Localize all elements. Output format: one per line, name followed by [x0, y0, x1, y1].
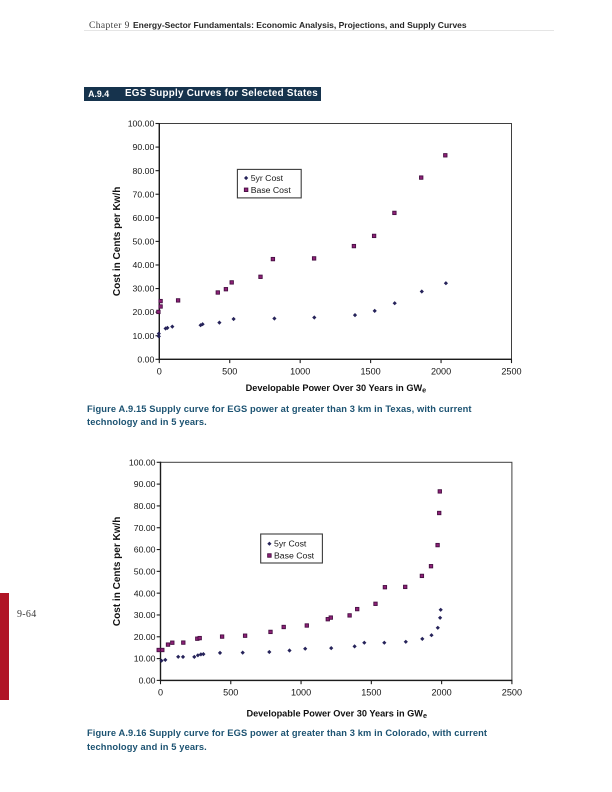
svg-text:80.00: 80.00 [133, 166, 155, 176]
svg-text:90.00: 90.00 [134, 479, 156, 489]
svg-text:60.00: 60.00 [134, 545, 156, 555]
svg-text:40.00: 40.00 [134, 588, 156, 598]
svg-text:2500: 2500 [501, 367, 521, 377]
svg-text:1000: 1000 [291, 688, 311, 698]
svg-text:Base Cost: Base Cost [251, 185, 292, 195]
svg-text:30.00: 30.00 [134, 610, 156, 620]
svg-text:1500: 1500 [361, 688, 381, 698]
svg-text:0.00: 0.00 [137, 354, 154, 364]
svg-text:5yr Cost: 5yr Cost [251, 173, 284, 183]
svg-text:0: 0 [157, 367, 162, 377]
svg-text:0: 0 [158, 688, 163, 698]
svg-text:Developable Power Over 30 Year: Developable Power Over 30 Years in GWe [246, 383, 427, 395]
svg-text:10.00: 10.00 [133, 331, 155, 341]
svg-text:Cost in Cents per Kw/h: Cost in Cents per Kw/h [112, 187, 123, 296]
svg-text:Base Cost: Base Cost [274, 551, 315, 561]
svg-text:1000: 1000 [290, 367, 310, 377]
svg-text:90.00: 90.00 [133, 142, 155, 152]
svg-text:50.00: 50.00 [133, 237, 155, 247]
svg-text:100.00: 100.00 [129, 457, 156, 467]
svg-text:20.00: 20.00 [134, 632, 156, 642]
svg-text:2000: 2000 [431, 367, 451, 377]
svg-text:70.00: 70.00 [134, 523, 156, 533]
svg-text:50.00: 50.00 [134, 566, 156, 576]
svg-text:Developable Power Over 30 Year: Developable Power Over 30 Years in GWe [246, 708, 427, 720]
svg-text:10.00: 10.00 [134, 654, 156, 664]
svg-text:2000: 2000 [432, 688, 452, 698]
svg-text:30.00: 30.00 [133, 284, 155, 294]
svg-text:1500: 1500 [361, 367, 381, 377]
svg-text:5yr Cost: 5yr Cost [274, 539, 307, 549]
svg-text:40.00: 40.00 [133, 260, 155, 270]
svg-text:500: 500 [223, 688, 238, 698]
svg-text:2500: 2500 [502, 688, 522, 698]
svg-text:60.00: 60.00 [133, 213, 155, 223]
svg-text:Cost in Cents per Kw/h: Cost in Cents per Kw/h [112, 517, 123, 626]
svg-text:0.00: 0.00 [139, 676, 156, 686]
svg-text:500: 500 [222, 367, 237, 377]
svg-text:70.00: 70.00 [133, 189, 155, 199]
svg-text:100.00: 100.00 [128, 119, 155, 129]
svg-text:80.00: 80.00 [134, 501, 156, 511]
svg-text:20.00: 20.00 [133, 307, 155, 317]
